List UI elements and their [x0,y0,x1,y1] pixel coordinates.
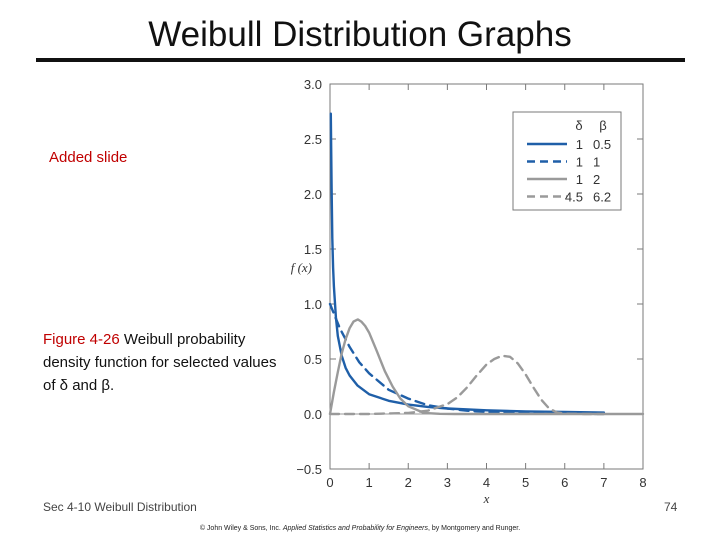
slide-title: Weibull Distribution Graphs [148,15,572,54]
legend-header-delta: δ [575,118,582,133]
x-tick-label: 3 [444,475,451,490]
footer-section: Sec 4-10 Weibull Distribution [43,500,197,514]
y-axis-label: f (x) [291,260,312,275]
figure-description: Weibull probability density function for… [43,331,277,394]
y-tick-label: 0.0 [304,407,322,422]
y-tick-label: 1.0 [304,297,322,312]
series-line-4 [328,354,606,416]
y-tick-label: −0.5 [296,462,322,477]
y-tick-label: 0.5 [304,352,322,367]
copyright-prefix: © John Wiley & Sons, Inc. [199,525,281,532]
y-tick-label: 1.5 [304,242,322,257]
added-slide-note: Added slide [49,149,128,166]
x-tick-label: 5 [522,475,529,490]
legend-beta-value: 2 [593,172,600,187]
page-number: 74 [664,500,678,514]
x-tick-label: 7 [600,475,607,490]
legend-delta-value: 1 [576,137,583,152]
x-tick-label: 6 [561,475,568,490]
x-tick-label: 8 [639,475,646,490]
legend-beta-value: 1 [593,155,600,170]
y-tick-label: 2.0 [304,187,322,202]
legend-delta-value: 4.5 [565,190,583,205]
y-tick-label: 3.0 [304,77,322,92]
copyright-notice: © John Wiley & Sons, Inc. Applied Statis… [0,525,720,532]
x-tick-label: 4 [483,475,490,490]
figure-number: Figure 4-26 [43,331,120,348]
x-tick-label: 1 [366,475,373,490]
series-line-2 [328,302,606,416]
figure-caption: Figure 4-26 Weibull probability density … [43,328,283,397]
series-line-3 [328,318,645,416]
legend-beta-value: 0.5 [593,137,611,152]
copyright-book: Applied Statistics and Probability for E… [282,525,428,532]
series-line-1 [329,112,606,414]
copyright-suffix: , by Montgomery and Runger. [427,525,521,532]
y-tick-label: 2.5 [304,132,322,147]
legend-header-beta: β [599,118,606,133]
x-axis-label: x [483,491,490,506]
legend-delta-value: 1 [576,155,583,170]
x-tick-label: 2 [405,475,412,490]
legend-beta-value: 6.2 [593,190,611,205]
legend-delta-value: 1 [576,172,583,187]
title-divider [36,58,685,62]
x-tick-label: 0 [326,475,333,490]
